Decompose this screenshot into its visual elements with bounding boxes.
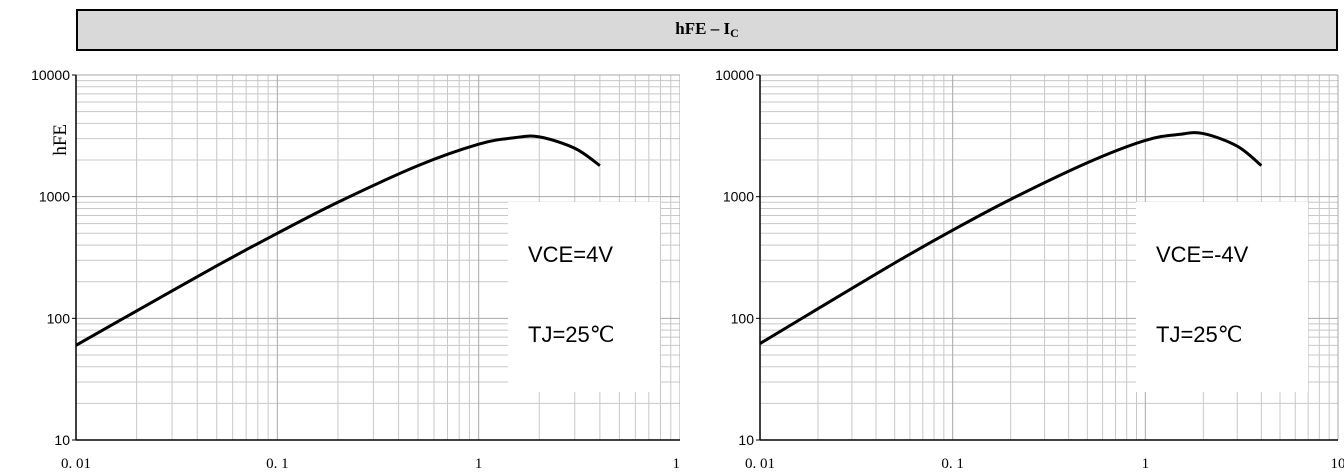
annotation-box (1136, 202, 1308, 392)
chart-panel-left: 10 100 1000 10000 0. 01 0. 1 1 10 hFE VCE=4V TJ=25… (31, 67, 681, 472)
y-tick-label: 10000 (715, 67, 754, 83)
y-tick-label: 100 (731, 310, 755, 326)
y-tick-label: 1000 (39, 189, 70, 205)
series-line (75, 134, 601, 347)
y-tick-label: 10000 (31, 67, 70, 83)
y-tick-label: 10 (54, 432, 70, 448)
chart-title: hFE – IC (675, 19, 739, 40)
x-tick-label: 0. 1 (266, 456, 289, 472)
annotation-vce: VCE=4V (528, 242, 613, 267)
x-tick-label: 10 (673, 456, 681, 472)
x-tick-label: 1 (475, 456, 483, 472)
x-tick-label: 10 (1331, 456, 1344, 472)
x-tick-label: 0. 01 (745, 456, 775, 472)
y-tick-label: 10 (738, 432, 754, 448)
chart-title-subscript: C (730, 26, 739, 40)
chart-title-bar: hFE – IC (76, 9, 1338, 51)
x-tick-label: 0. 01 (61, 456, 91, 472)
y-tick-label: 1000 (723, 189, 754, 205)
y-axis-label: hFE (50, 124, 71, 156)
y-tick-label: 100 (47, 310, 71, 326)
x-tick-label: 1 (1142, 456, 1150, 472)
x-tick-label: 0. 1 (941, 456, 964, 472)
annotation-tj: TJ=25℃ (1156, 322, 1242, 347)
annotation-box (508, 202, 660, 392)
series-line (759, 131, 1263, 345)
annotation-tj: TJ=25℃ (528, 322, 614, 347)
annotation-vce: VCE=-4V (1156, 242, 1249, 267)
